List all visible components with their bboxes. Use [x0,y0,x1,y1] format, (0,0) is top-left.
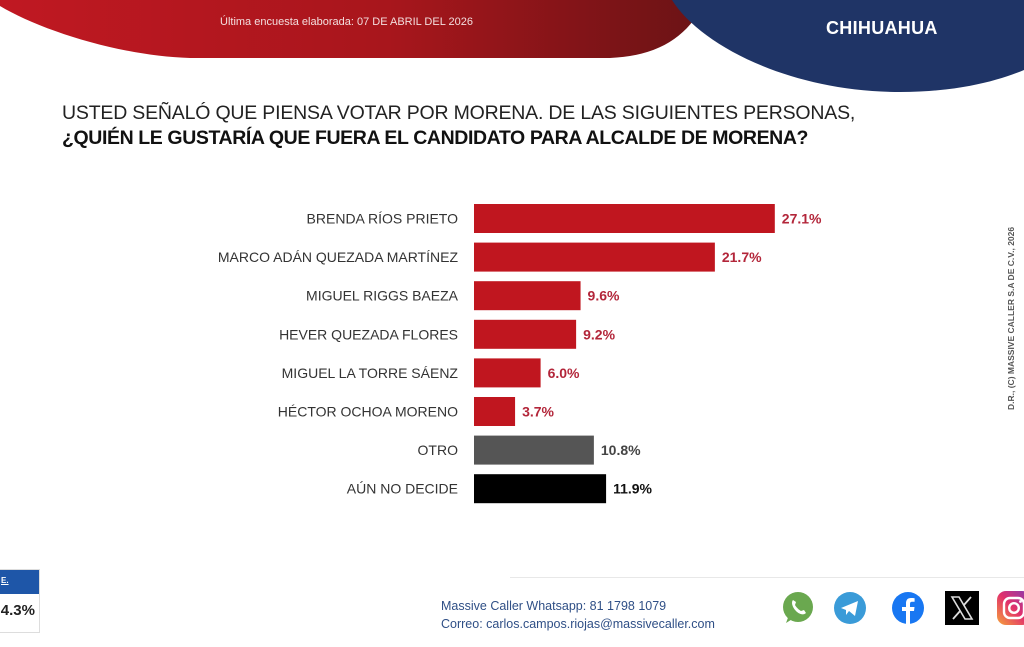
bar-chart: BRENDA RÍOS PRIETO 27.1% MARCO ADÁN QUEZAD… [218,204,822,504]
category-label: BRENDA RÍOS PRIETO [307,211,459,227]
telegram-icon[interactable] [832,590,868,626]
question-title: ¿QUIÉN LE GUSTARÍA QUE FUERA EL CANDIDAT… [62,127,809,149]
value-label: 3.7% [522,404,554,420]
value-label: 27.1% [782,211,822,227]
whatsapp-icon[interactable] [780,590,816,626]
footer-divider [510,577,1024,578]
question-intro: USTED SEÑALÓ QUE PIENSA VOTAR POR MORENA… [62,102,856,124]
facebook-icon[interactable] [890,590,926,626]
category-label: MARCO ADÁN QUEZADA MARTÍNEZ [218,249,459,265]
category-label: AÚN NO DECIDE [347,481,458,497]
category-label: MIGUEL RIGGS BAEZA [306,288,459,304]
value-label: 9.6% [588,288,620,304]
side-box-value: 4.3% [0,602,35,619]
bar [474,474,607,504]
bar [474,358,541,388]
blue-header-shape [672,0,1024,92]
category-label: OTRO [418,442,459,458]
side-box-header: E. [0,570,39,594]
category-label: HÉCTOR OCHOA MORENO [278,404,458,420]
bar [474,435,594,465]
region-title: CHIHUAHUA [826,18,938,38]
x-icon[interactable] [944,590,980,626]
value-label: 21.7% [722,249,762,265]
instagram-icon[interactable] [996,590,1024,626]
side-summary-box: E. 4.3% [0,569,40,633]
whatsapp-contact[interactable]: Massive Caller Whatsapp: 81 1798 1079 [441,599,667,613]
email-contact[interactable]: Correo: carlos.campos.riojas@massivecall… [441,617,715,631]
red-header-shape [0,0,705,58]
bar [474,204,775,233]
bar [474,397,516,426]
copyright-text: D.R., (C) MASSIVE CALLER S.A DE C.V., 20… [1006,226,1016,410]
value-label: 6.0% [548,365,580,381]
value-label: 11.9% [613,481,652,497]
value-label: 10.8% [601,442,641,458]
survey-date: Última encuesta elaborada: 07 DE ABRIL D… [220,16,473,28]
bar [474,319,577,349]
contact-info: Massive Caller Whatsapp: 81 1798 1079 Co… [441,597,715,633]
category-label: MIGUEL LA TORRE SÁENZ [282,365,459,381]
bar [474,281,581,311]
value-label: 9.2% [583,326,615,342]
category-label: HEVER QUEZADA FLORES [279,326,458,342]
bar [474,242,715,272]
